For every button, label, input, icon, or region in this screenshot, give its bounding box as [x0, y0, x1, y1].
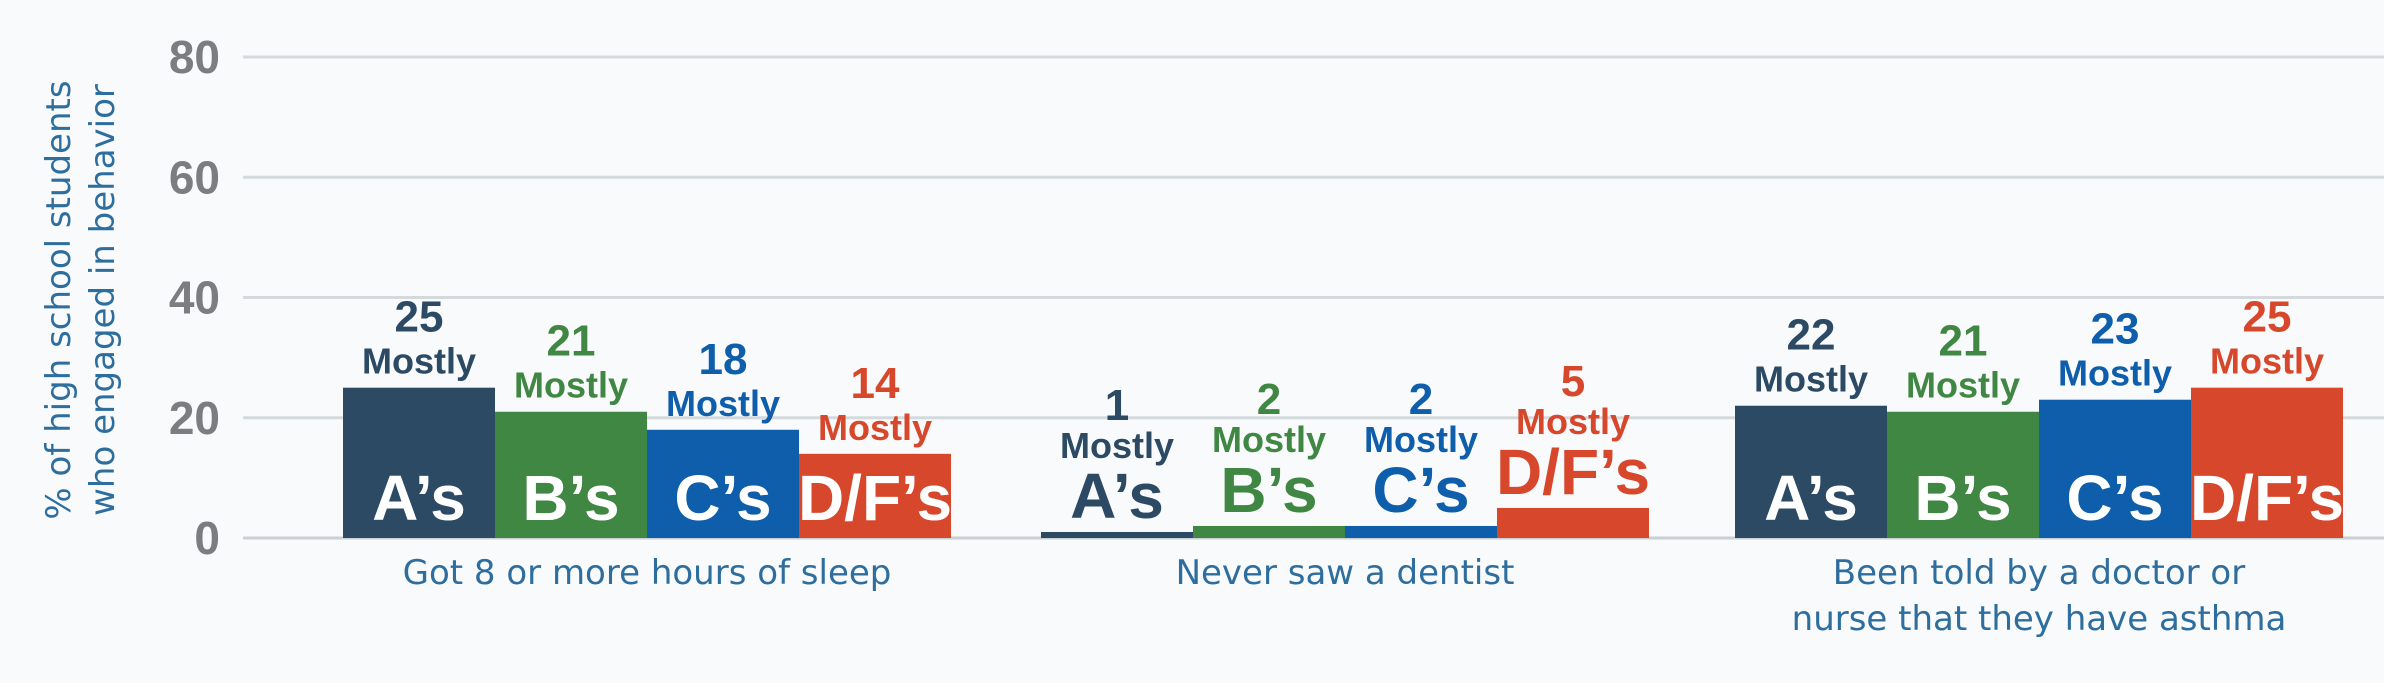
grade-label: B’s	[522, 462, 619, 534]
mostly-label: Mostly	[362, 341, 476, 382]
mostly-label: Mostly	[1060, 425, 1174, 466]
y-axis-ticks: 0 20 40 60 80	[169, 31, 220, 564]
mostly-label: Mostly	[666, 383, 780, 424]
bar	[799, 453, 951, 538]
data-label: 23	[2091, 305, 2140, 354]
bar	[343, 387, 495, 538]
y-tick-label: 20	[169, 392, 220, 444]
grade-label: A’s	[1764, 462, 1858, 534]
data-label: 18	[699, 335, 748, 384]
bar	[2191, 387, 2343, 538]
mostly-label: Mostly	[514, 365, 628, 406]
mostly-label: Mostly	[2210, 341, 2324, 382]
mostly-label: Mostly	[2058, 353, 2172, 394]
category-label-line: Been told by a doctor or	[1833, 553, 2245, 593]
category-label-line: Never saw a dentist	[1176, 553, 1515, 593]
grade-label: A’s	[372, 462, 466, 534]
y-tick-label: 0	[194, 512, 220, 564]
category-label-line: nurse that they have asthma	[1792, 599, 2287, 639]
bar	[2039, 399, 2191, 538]
grade-label: B’s	[1914, 462, 2011, 534]
data-label: 21	[1939, 317, 1988, 366]
y-axis-label: % of high school students who engaged in …	[39, 80, 123, 519]
y-tick-label: 80	[169, 31, 220, 83]
bar	[1193, 525, 1345, 538]
data-label: 22	[1787, 311, 1836, 360]
grade-label: D/F’s	[2190, 462, 2344, 534]
data-label: 25	[395, 293, 444, 342]
bar	[647, 429, 799, 538]
bar	[1735, 405, 1887, 538]
y-tick-label: 40	[169, 272, 220, 324]
mostly-label: Mostly	[1754, 359, 1868, 400]
data-label: 14	[851, 359, 900, 408]
category-label: Got 8 or more hours of sleep	[403, 553, 892, 593]
grade-label: D/F’s	[798, 462, 952, 534]
grade-label: C’s	[2066, 462, 2163, 534]
data-label: 2	[1409, 375, 1433, 424]
bar	[1345, 525, 1497, 538]
data-label: 5	[1561, 357, 1585, 406]
grade-label: C’s	[1372, 454, 1469, 526]
bar	[1041, 531, 1193, 538]
mostly-label: Mostly	[1906, 365, 2020, 406]
mostly-label: Mostly	[1516, 401, 1630, 442]
y-axis-label-line: % of high school students	[39, 80, 79, 519]
category-label-line: Got 8 or more hours of sleep	[403, 553, 892, 593]
data-label: 1	[1105, 381, 1129, 430]
bar	[495, 411, 647, 538]
mostly-label: Mostly	[818, 407, 932, 448]
y-tick-label: 60	[169, 151, 220, 203]
bar	[1887, 411, 2039, 538]
grade-label: C’s	[674, 462, 771, 534]
y-axis-label-line: who engaged in behavior	[83, 84, 123, 516]
mostly-label: Mostly	[1364, 419, 1478, 460]
category-labels: Got 8 or more hours of sleep Never saw a …	[403, 553, 2287, 639]
category-label: Been told by a doctor or nurse that they …	[1792, 553, 2287, 639]
bars: A’sMostly25B’sMostly21C’sMostly18D/F’sMo…	[343, 293, 2344, 538]
category-label: Never saw a dentist	[1176, 553, 1515, 593]
data-label: 21	[547, 317, 596, 366]
bar	[1497, 507, 1649, 538]
data-label: 2	[1257, 375, 1281, 424]
grade-label: B’s	[1220, 454, 1317, 526]
mostly-label: Mostly	[1212, 419, 1326, 460]
grade-label: D/F’s	[1496, 436, 1650, 508]
data-label: 25	[2243, 293, 2292, 342]
grade-label: A’s	[1070, 460, 1164, 532]
